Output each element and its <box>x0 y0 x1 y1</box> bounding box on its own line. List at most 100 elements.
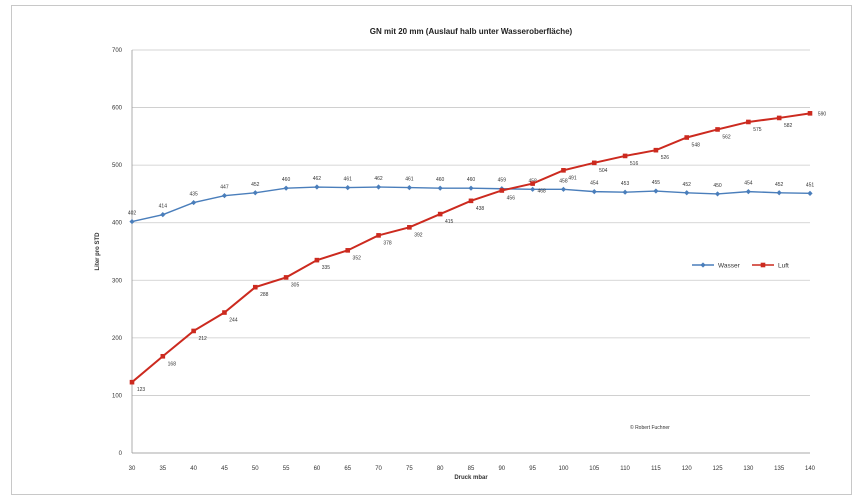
data-label: 460 <box>467 177 476 183</box>
legend-marker <box>700 262 706 268</box>
x-axis-label: Druck mbar <box>454 475 488 481</box>
data-label: 244 <box>229 318 238 324</box>
data-label: 548 <box>692 143 701 149</box>
data-label: 450 <box>713 183 722 189</box>
data-point <box>252 284 258 290</box>
data-point <box>499 188 505 193</box>
data-point <box>591 160 597 166</box>
y-tick-label: 100 <box>112 393 123 399</box>
data-point <box>653 147 659 153</box>
data-point <box>468 198 474 204</box>
x-tick-label: 35 <box>159 466 166 472</box>
data-label: 454 <box>744 181 753 187</box>
data-point <box>345 248 351 253</box>
data-point <box>283 185 289 191</box>
data-point <box>406 184 412 191</box>
data-label: 526 <box>661 155 670 161</box>
data-label: 168 <box>168 361 177 367</box>
chart-frame: GN mit 20 mm (Auslauf halb unter Wassero… <box>11 5 852 495</box>
y-tick-label: 500 <box>112 163 123 169</box>
x-tick-label: 55 <box>283 466 290 472</box>
data-label: 452 <box>683 182 692 188</box>
data-point <box>622 189 628 195</box>
data-label: 461 <box>344 177 353 183</box>
data-point <box>745 189 751 195</box>
data-label: 575 <box>753 127 762 133</box>
data-point <box>715 127 720 132</box>
data-label: 452 <box>775 182 784 188</box>
data-label: 516 <box>630 161 639 167</box>
data-point <box>191 328 196 334</box>
data-point <box>376 233 381 238</box>
data-point <box>653 188 659 194</box>
data-label: 435 <box>189 192 198 198</box>
x-tick-label: 100 <box>558 466 569 472</box>
data-label: 305 <box>291 282 300 288</box>
data-label: 460 <box>282 177 291 183</box>
data-label: 212 <box>198 336 207 342</box>
line-chart: GN mit 20 mm (Auslauf halb unter Wassero… <box>95 27 826 481</box>
x-tick-label: 30 <box>129 466 136 472</box>
data-point <box>314 184 320 190</box>
data-label: 402 <box>128 211 137 217</box>
data-label: 456 <box>507 195 516 201</box>
gridlines <box>131 49 810 454</box>
data-label: 288 <box>260 292 269 298</box>
data-label: 460 <box>436 177 445 183</box>
x-tick-label: 75 <box>406 466 413 472</box>
data-point <box>437 185 443 191</box>
data-label: 123 <box>137 387 146 393</box>
data-point <box>375 184 382 190</box>
series-line <box>131 186 811 223</box>
x-tick-label: 40 <box>190 466 197 472</box>
data-label: 455 <box>652 180 661 186</box>
x-tick-label: 45 <box>221 466 228 472</box>
x-tick-label: 50 <box>252 466 259 472</box>
x-axis-ticks: 30 35 40 45 50 55 60 65 70 75 80 85 90 95 100 105 110 115… <box>129 466 816 472</box>
data-label: 468 <box>537 189 546 195</box>
data-label: 452 <box>251 182 260 188</box>
data-point <box>468 185 474 191</box>
y-axis-ticks: 0 100 200 300 400 500 600 700 <box>112 48 123 457</box>
data-point <box>437 211 443 217</box>
x-tick-label: 120 <box>682 466 693 472</box>
x-tick-label: 80 <box>437 466 444 472</box>
data-point <box>684 135 690 140</box>
x-tick-label: 85 <box>468 466 475 472</box>
data-point <box>591 189 597 195</box>
y-axis-label: Liter pro STD <box>95 232 101 271</box>
data-point <box>776 115 782 121</box>
data-label: 491 <box>568 175 577 181</box>
data-label: 458 <box>559 178 568 184</box>
data-point <box>530 186 536 192</box>
x-tick-label: 105 <box>589 466 600 472</box>
data-point <box>221 193 228 199</box>
data-point <box>407 225 412 230</box>
data-point <box>560 186 567 192</box>
data-label: 582 <box>784 123 793 129</box>
x-tick-label: 65 <box>344 466 351 472</box>
data-point <box>129 218 135 225</box>
series-layer: 402 414 435 447 452 460 462 461 462 461 460 460 459 4… <box>128 111 826 393</box>
data-point <box>746 119 751 125</box>
data-label: 352 <box>353 255 362 261</box>
data-point <box>314 257 320 263</box>
data-label: 461 <box>405 177 414 183</box>
data-point <box>222 310 227 315</box>
series-wasser: 402 414 435 447 452 460 462 461 462 461 460 460 459 4… <box>128 176 814 225</box>
data-point <box>129 379 135 385</box>
data-point <box>345 184 351 191</box>
legend-label: Luft <box>778 262 789 269</box>
x-tick-label: 115 <box>651 466 661 472</box>
x-tick-label: 135 <box>774 466 785 472</box>
data-point <box>160 353 166 359</box>
data-label: 462 <box>374 176 383 182</box>
data-point <box>530 181 535 186</box>
chart-title: GN mit 20 mm (Auslauf halb unter Wassero… <box>370 27 573 36</box>
x-tick-label: 90 <box>498 466 505 472</box>
data-label: 447 <box>220 185 229 191</box>
data-point <box>684 190 690 196</box>
data-point <box>807 190 813 196</box>
data-label: 459 <box>498 178 507 184</box>
data-point <box>807 111 813 116</box>
